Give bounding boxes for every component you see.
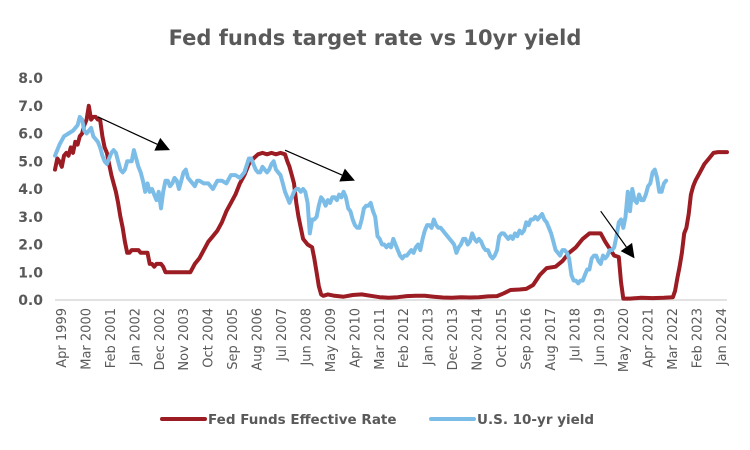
y-tick-label: 5.0 [18,154,43,170]
x-tick-label: Sep 2005 [226,308,241,370]
y-tick-label: 0.0 [18,293,43,309]
x-tick-label: Mar 2022 [666,308,681,370]
x-tick-label: Jul 2007 [275,308,290,362]
x-axis: Apr 1999 Mar 2000 Feb 2001 Jan 2002 Dec 2002… [55,308,730,372]
x-tick-label: Nov 2014 [471,308,486,371]
annotation-arrow [600,210,627,248]
x-tick-label: May 2009 [324,308,339,372]
series-line-10yr [53,114,669,286]
x-tick-label: Feb 2023 [691,308,706,368]
x-tick-label: May 2020 [617,308,632,372]
y-tick-label: 8.0 [18,71,43,87]
legend-label-fed-funds: Fed Funds Effective Rate [208,412,397,428]
y-tick-label: 4.0 [18,182,43,198]
arrowhead [620,242,635,259]
plot-area [53,103,729,301]
arrowhead [339,168,355,182]
y-axis: 0.0 1.0 2.0 3.0 4.0 5.0 6.0 7.0 8.0 [18,71,43,309]
x-tick-label: Feb 2012 [397,308,412,368]
annotations [97,116,635,259]
x-tick-label: Oct 2015 [495,308,510,368]
x-tick-label: Aug 2006 [251,308,266,371]
y-tick-label: 7.0 [18,99,43,115]
x-tick-label: Apr 2010 [348,308,363,368]
series-line-fed-funds [53,103,729,301]
x-tick-label: Jan 2024 [715,308,730,366]
x-tick-label: Jun 2019 [593,308,608,367]
y-tick-label: 2.0 [18,238,43,254]
x-tick-label: Jan 2002 [128,308,143,366]
x-tick-label: Dec 2002 [153,308,168,370]
x-tick-label: Feb 2001 [104,308,119,368]
x-tick-label: Nov 2003 [177,308,192,371]
legend: Fed Funds Effective Rate U.S. 10-yr yiel… [160,412,594,428]
x-tick-label: Apr 2021 [642,308,657,368]
x-tick-label: Aug 2017 [544,308,559,371]
x-tick-label: Mar 2011 [373,308,388,370]
arrowhead [154,137,171,151]
x-tick-label: Jun 2008 [299,308,314,367]
x-tick-label: Jul 2018 [568,308,583,362]
x-tick-label: Mar 2000 [79,308,94,370]
x-tick-label: Oct 2004 [202,308,217,368]
annotation-arrow [97,116,158,145]
annotation-arrow [284,149,343,176]
legend-label-10yr: U.S. 10-yr yield [477,412,594,428]
y-tick-label: 1.0 [18,265,43,281]
y-tick-label: 6.0 [18,127,43,143]
chart-title: Fed funds target rate vs 10yr yield [169,26,582,50]
x-tick-label: Apr 1999 [55,308,70,368]
y-tick-label: 3.0 [18,210,43,226]
x-tick-label: Jan 2013 [422,308,437,366]
x-tick-label: Sep 2016 [519,308,534,370]
x-tick-label: Dec 2013 [446,308,461,370]
